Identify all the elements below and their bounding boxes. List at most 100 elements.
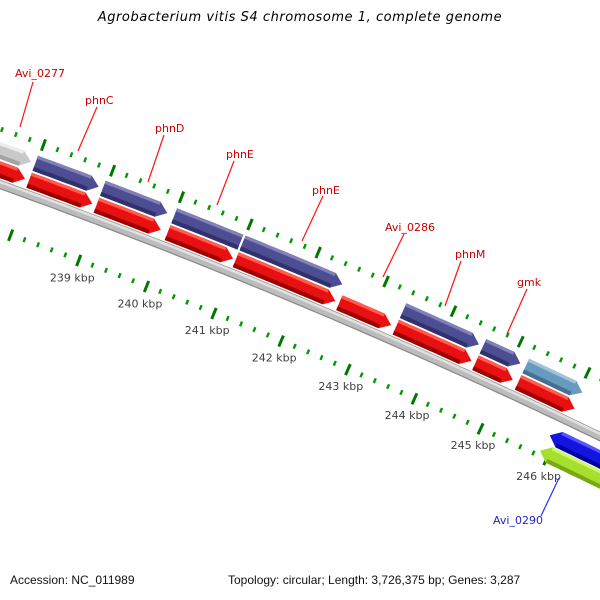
gene-arrow-gmk[interactable] — [472, 355, 513, 383]
gene-arrow-phnE[interactable] — [239, 235, 343, 288]
ruler-tick-major-outer — [449, 305, 458, 318]
leader-line-gmk — [506, 288, 528, 335]
ruler-label-239kbp: 239 kbp — [50, 271, 95, 284]
ruler-tick-minor-outer — [329, 255, 335, 261]
leader-line-Avi_0290 — [540, 477, 560, 517]
ruler-tick-minor-outer — [302, 243, 307, 250]
ruler-tick-major-outer — [109, 164, 117, 177]
gene-label-Avi_0286[interactable]: Avi_0286 — [385, 221, 435, 234]
ruler-tick-minor-inner — [386, 383, 391, 390]
gene-arrow-phnE-shadow — [164, 236, 223, 263]
gene-arrow-phnM-highlight — [405, 303, 473, 336]
ruler-tick-minor-inner — [305, 349, 311, 355]
gene-arrow-phnM-shadow — [399, 314, 468, 348]
ruler-tick-minor-outer — [558, 357, 564, 363]
ruler-tick-minor-inner — [103, 267, 109, 274]
gene-arrow-phnC[interactable] — [32, 155, 99, 191]
ruler-tick-minor-outer — [505, 332, 510, 338]
gene-arrow-phnM-highlight — [397, 319, 466, 353]
ruler-tick-minor-inner — [90, 262, 95, 268]
gene-arrow[interactable] — [522, 358, 583, 396]
ruler-tick-minor-outer — [138, 177, 143, 184]
ruler-label-240kbp: 240 kbp — [117, 297, 162, 310]
ruler-tick-minor-inner — [131, 278, 136, 284]
ruler-tick-minor-outer — [532, 344, 537, 351]
ruler-tick-major-inner — [210, 307, 218, 320]
ruler-tick-major-outer — [516, 335, 525, 348]
ruler-tick-minor-inner — [292, 343, 297, 350]
gene-label-Avi_0290[interactable]: Avi_0290 — [493, 514, 543, 527]
ruler-tick-minor-inner — [185, 299, 190, 305]
gene-arrow-phnE[interactable] — [171, 208, 244, 250]
ruler-tick-minor-inner — [491, 431, 497, 438]
ruler-tick-minor-inner — [399, 389, 404, 396]
gene-arrow-phnM[interactable] — [392, 319, 472, 364]
ruler-tick-minor-outer — [165, 188, 170, 195]
ruler-tick-minor-outer — [397, 284, 402, 290]
ruler-tick-minor-outer — [55, 146, 60, 153]
gene-arrow-phnC[interactable] — [26, 172, 93, 208]
gene-arrow-phnC-highlight — [36, 155, 92, 179]
ruler-tick-minor-inner — [372, 377, 377, 384]
gene-arrow-phnD[interactable] — [100, 180, 168, 217]
gene-arrow-phnE-highlight — [244, 235, 336, 276]
ruler-tick-minor-outer — [27, 136, 32, 143]
backbone-shadow — [0, 179, 600, 442]
gene-label-phnM[interactable]: phnM — [455, 248, 485, 261]
gene-arrow-phnE-shadow — [171, 219, 239, 250]
ruler-tick-minor-outer — [357, 266, 362, 273]
gene-arrow-phnM[interactable] — [399, 303, 479, 348]
gene-arrow-phnD[interactable] — [93, 197, 161, 234]
gene-arrow-highlight — [527, 358, 577, 384]
ruler-tick-minor-inner — [171, 293, 176, 300]
ruler-label-244kbp: 244 kbp — [385, 409, 430, 422]
ruler-tick-minor-inner — [504, 437, 510, 444]
ruler-tick-minor-outer — [96, 162, 102, 168]
ruler-tick-minor-outer — [438, 301, 443, 308]
ruler-tick-minor-outer — [572, 363, 577, 369]
ruler-tick-minor-outer — [207, 204, 212, 211]
backbone — [0, 180, 600, 441]
ruler-tick-minor-inner — [252, 326, 257, 333]
gene-arrow-Avi_0286-shadow — [336, 306, 381, 329]
ruler-tick-major-outer — [382, 275, 390, 288]
gene-arrow-phnM-shadow — [392, 330, 461, 364]
gene-arrow[interactable] — [514, 375, 575, 412]
gene-arrow-phnE[interactable] — [164, 225, 233, 263]
ruler-tick-minor-outer — [424, 295, 429, 302]
status-accession: Accession: NC_011989 — [10, 573, 135, 587]
gene-arrow-phnE-shadow — [232, 263, 325, 305]
gene-arrow-phnD-highlight — [104, 180, 161, 205]
ruler-tick-minor-inner — [265, 332, 271, 338]
ruler-tick-minor-inner — [22, 236, 27, 243]
gene-label-phnE[interactable]: phnE — [226, 148, 254, 161]
ruler-tick-major-inner — [410, 392, 419, 405]
gene-arrow-shadow — [522, 369, 572, 396]
gene-label-phnD[interactable]: phnD — [155, 122, 184, 135]
ruler-tick-major-outer — [583, 366, 592, 380]
gene-label-phnE[interactable]: phnE — [312, 184, 340, 197]
leader-line-phnE — [216, 160, 235, 206]
gene-label-Avi_0277[interactable]: Avi_0277 — [15, 67, 65, 80]
gene-arrow-phnD-shadow — [100, 191, 157, 217]
gene-label-phnC[interactable]: phnC — [85, 94, 114, 107]
page-title: Agrobacterium vitis S4 chromosome 1, com… — [97, 10, 503, 25]
gene-arrow-Avi_0286[interactable] — [336, 295, 392, 329]
ruler-tick-major-inner — [476, 422, 485, 435]
ruler-tick-major-outer — [39, 138, 47, 152]
gene-label-gmk[interactable]: gmk — [517, 276, 542, 289]
gene-arrow-gmk[interactable] — [479, 339, 521, 367]
ruler-tick-minor-outer — [411, 290, 416, 296]
gene-arrow-phnE-highlight — [169, 225, 227, 251]
leader-line-Avi_0277 — [19, 81, 34, 128]
gene-arrow-Avi_0290-highlight — [551, 447, 600, 474]
ruler-label-246kbp: 246 kbp — [516, 470, 561, 483]
ruler-tick-minor-inner — [225, 315, 230, 322]
gene-arrow-phnE[interactable] — [232, 252, 336, 305]
ruler-tick-major-inner — [75, 254, 83, 267]
status-genome-summary: Topology: circular; Length: 3,726,375 bp… — [228, 573, 521, 587]
ruler-label-242kbp: 242 kbp — [252, 352, 297, 365]
ruler-tick-minor-outer — [69, 151, 74, 158]
gene-arrow-phnE-highlight — [237, 252, 329, 293]
ruler-tick-minor-outer — [478, 320, 483, 326]
